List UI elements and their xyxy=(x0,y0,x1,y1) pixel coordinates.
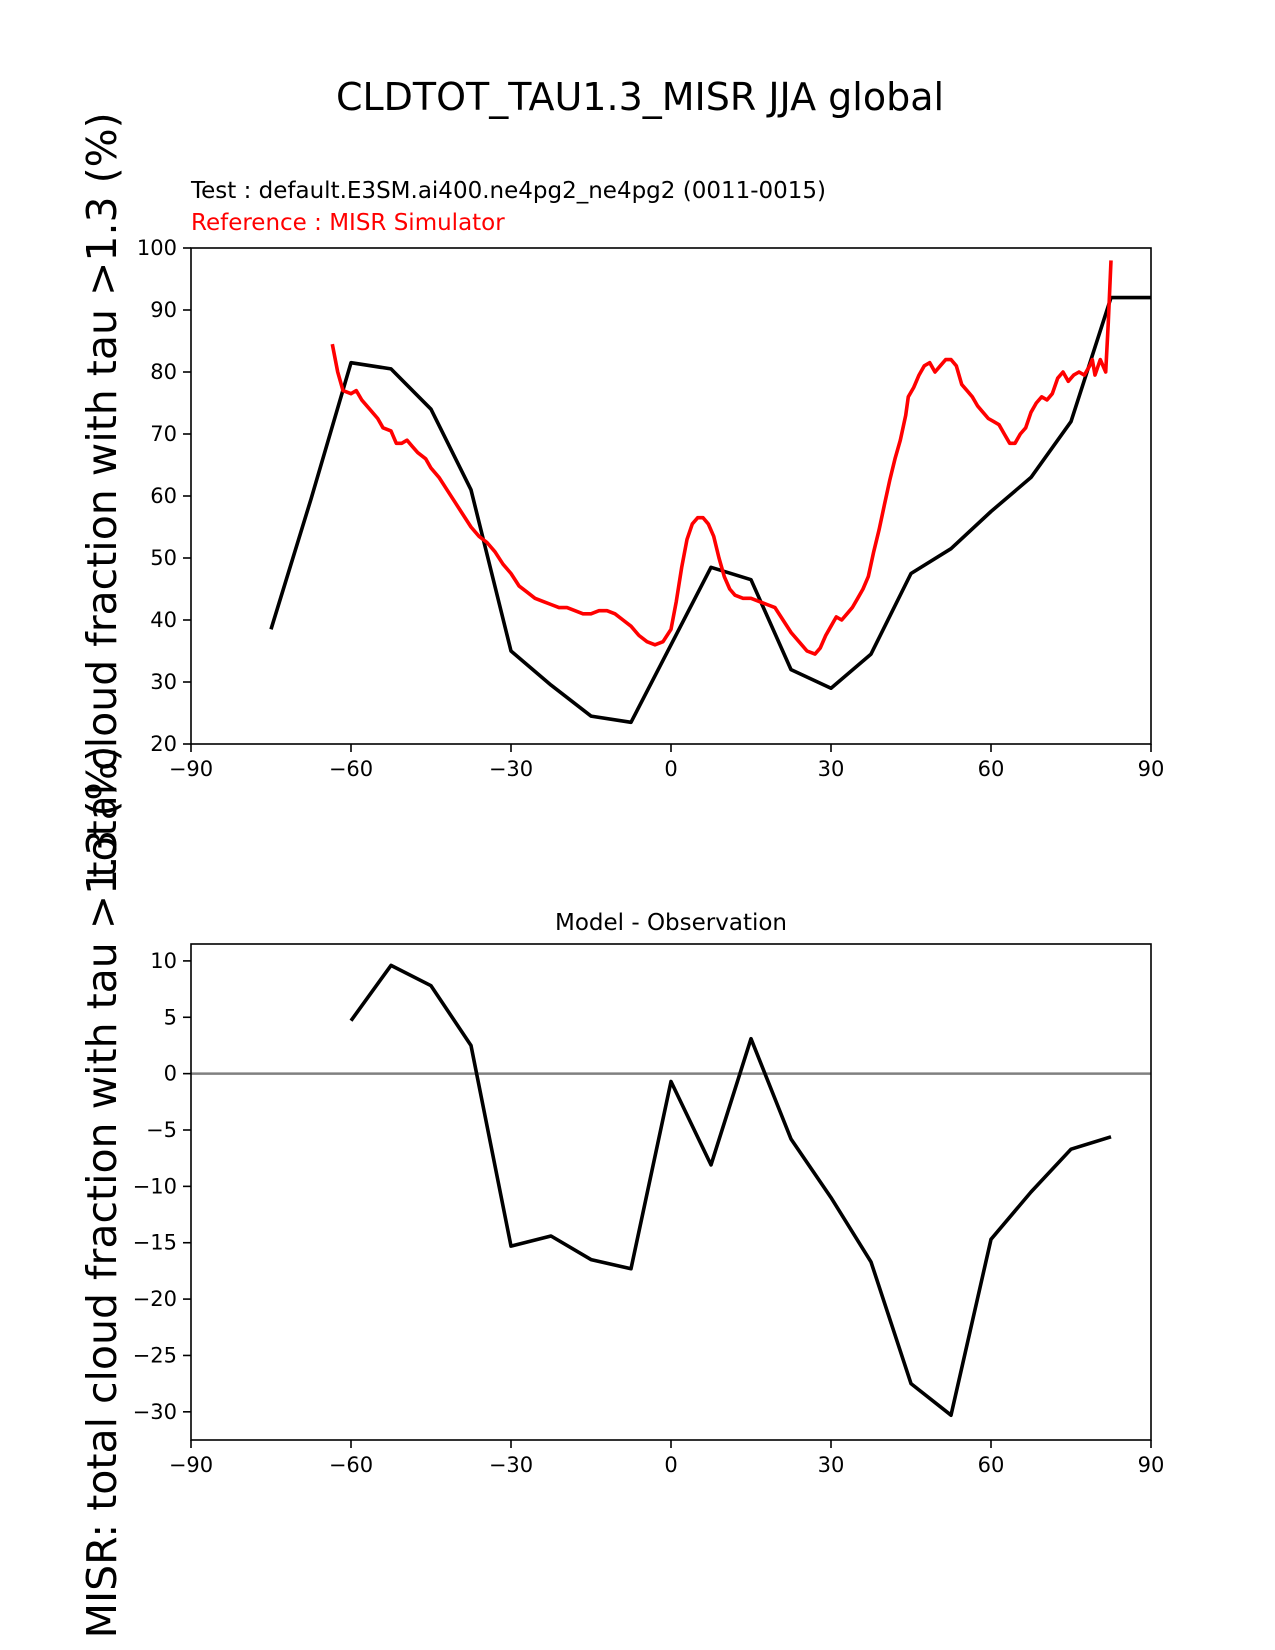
top-series-1-line xyxy=(330,260,1113,656)
bottom-ytick-label: 5 xyxy=(164,1005,177,1029)
bottom-xtick-label: −90 xyxy=(169,1453,213,1477)
bottom-ytick-label: −25 xyxy=(133,1343,177,1367)
top-ytick-label: 80 xyxy=(150,360,177,384)
bottom-xtick-label: 0 xyxy=(664,1453,677,1477)
bottom-ytick-label: −5 xyxy=(146,1118,177,1142)
bottom-series-0-line xyxy=(349,963,1112,1417)
top-ytick-label: 50 xyxy=(150,546,177,570)
bottom-ytick-label: 0 xyxy=(164,1062,177,1086)
top-xtick-label: −30 xyxy=(489,757,533,781)
test-label: Test : default.E3SM.ai400.ne4pg2_ne4pg2 … xyxy=(190,178,826,204)
bottom-ylabel: MISR: total cloud fraction with tau >1.3… xyxy=(78,746,126,1639)
top-xtick-label: −60 xyxy=(329,757,373,781)
bottom-ytick-label: −15 xyxy=(133,1231,177,1255)
bottom-ytick-label: 10 xyxy=(150,949,177,973)
bottom-xtick-label: −30 xyxy=(489,1453,533,1477)
top-ytick-label: 90 xyxy=(150,298,177,322)
top-ytick-label: 70 xyxy=(150,422,177,446)
top-ylabel: total cloud fraction with tau >1.3 (%) xyxy=(78,112,126,877)
top-ytick-label: 40 xyxy=(150,608,177,632)
bottom-xtick-label: 60 xyxy=(978,1453,1005,1477)
bottom-xtick-label: −60 xyxy=(329,1453,373,1477)
figure-title: CLDTOT_TAU1.3_MISR JJA global xyxy=(336,75,944,119)
bottom-plot-title: Model - Observation xyxy=(555,910,787,936)
top-ytick-label: 100 xyxy=(137,236,177,260)
top-xtick-label: 0 xyxy=(664,757,677,781)
top-xtick-label: −90 xyxy=(169,757,213,781)
reference-label: Reference : MISR Simulator xyxy=(191,210,505,236)
bottom-plot-frame xyxy=(190,943,1152,1441)
top-series-0-line xyxy=(269,295,1151,725)
top-plot: −90 −60 −30 0 30 60 90 20 30 40 50 60 70 80 90 100 xyxy=(137,236,1164,781)
bottom-plot: −90 −60 −30 0 30 60 90 10 5 0 −5 −10 −15 −20 −25 −30 xyxy=(133,943,1165,1477)
bottom-ytick-label: −10 xyxy=(133,1174,177,1198)
top-xtick-label: 30 xyxy=(818,757,845,781)
top-xtick-label: 90 xyxy=(1138,757,1165,781)
top-ytick-label: 60 xyxy=(150,484,177,508)
top-ytick-label: 30 xyxy=(150,670,177,694)
bottom-xtick-label: 30 xyxy=(818,1453,845,1477)
bottom-xtick-label: 90 xyxy=(1138,1453,1165,1477)
bottom-ytick-label: −20 xyxy=(133,1287,177,1311)
bottom-ytick-label: −30 xyxy=(133,1400,177,1424)
top-ytick-label: 20 xyxy=(150,732,177,756)
top-xtick-label: 60 xyxy=(978,757,1005,781)
